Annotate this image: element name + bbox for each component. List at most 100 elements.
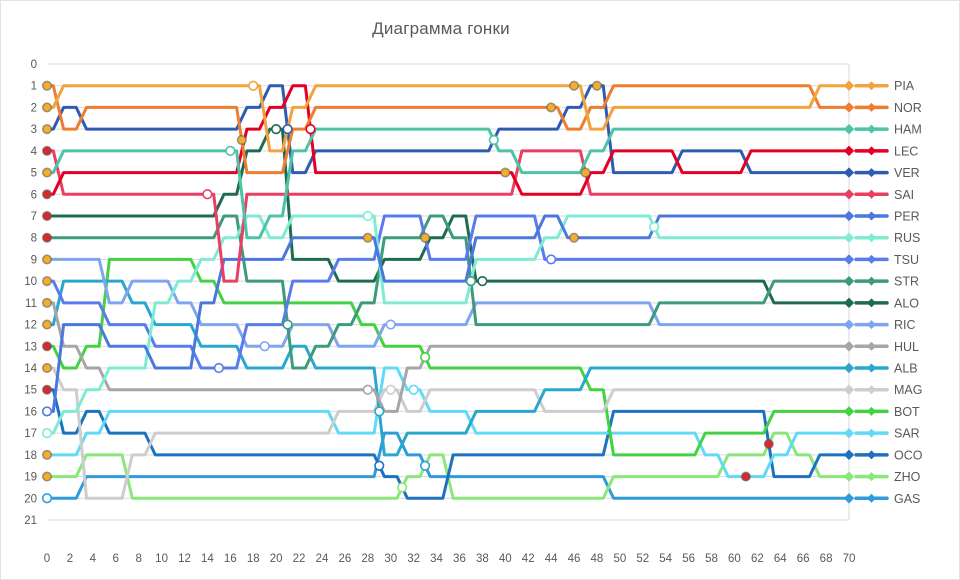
legend-item-BOT: BOT	[854, 405, 920, 419]
pit-stop-marker-GAS	[419, 460, 431, 471]
series-line-RIC	[45, 257, 851, 348]
pit-stop-marker-ALB	[374, 406, 385, 417]
legend-item-HUL: HUL	[854, 340, 919, 354]
y-axis-tick-label: 12	[24, 320, 37, 332]
legend-diamond-icon	[867, 276, 876, 286]
legend-label: PER	[894, 210, 920, 224]
legend-diamond-icon	[867, 406, 876, 416]
pit-stop-marker-LEC	[305, 124, 316, 135]
finish-diamond-NOR	[843, 102, 855, 113]
series-line-LEC	[45, 84, 851, 196]
x-axis-tick-label: 46	[568, 553, 581, 565]
legend-label: SAR	[894, 427, 920, 441]
legend-label: RUS	[894, 231, 920, 245]
series-line-GAS	[45, 431, 851, 500]
start-tyre-marker-ALB	[41, 319, 53, 330]
y-axis-tick-label: 3	[31, 124, 37, 136]
legend-item-PIA: PIA	[854, 79, 915, 93]
legend-label: MAG	[894, 383, 922, 397]
x-axis-tick-label: 24	[316, 553, 329, 565]
legend-diamond-icon	[867, 385, 876, 395]
y-axis-tick-label: 18	[24, 450, 37, 462]
start-tyre-marker-MAG	[41, 362, 53, 374]
legend-diamond-icon	[867, 298, 876, 308]
pit-stop-marker-LEC	[500, 167, 511, 178]
legend-item-SAI: SAI	[854, 188, 914, 202]
legend-label: HUL	[894, 340, 919, 354]
pit-stop-marker-SAR	[740, 471, 751, 482]
pit-stop-marker-VER	[282, 124, 293, 135]
legend-diamond-icon	[867, 124, 876, 134]
pit-stop-marker-RIC	[259, 341, 270, 352]
legend-diamond-icon	[867, 168, 876, 178]
y-axis-tick-label: 8	[31, 233, 37, 245]
legend-label: OCO	[894, 448, 923, 462]
y-axis-tick-label: 4	[31, 146, 38, 158]
finish-diamond-LEC	[843, 145, 855, 157]
y-axis-tick-label: 6	[31, 189, 37, 201]
x-axis-tick-label: 38	[476, 553, 489, 565]
pit-stop-marker-SAR	[408, 384, 419, 395]
legend-label: TSU	[894, 253, 919, 267]
finish-diamond-VER	[843, 167, 855, 178]
x-axis-tick-label: 50	[613, 553, 626, 565]
y-axis-tick-label: 19	[24, 472, 37, 484]
finish-diamond-ZHO	[843, 471, 855, 482]
y-axis-tick-label: 7	[31, 211, 37, 223]
pit-stop-marker-PER	[362, 232, 373, 243]
start-tyre-marker-SAI	[41, 145, 53, 156]
finish-diamond-MAG	[843, 384, 855, 395]
pit-stop-marker-SAI	[202, 189, 213, 200]
start-tyre-marker-PIA	[41, 102, 53, 113]
legend-item-ALO: ALO	[854, 296, 919, 310]
finish-diamond-SAR	[843, 427, 855, 439]
legend-diamond-icon	[867, 211, 876, 221]
start-tyre-marker-SAR	[41, 449, 53, 460]
finish-diamond-BOT	[843, 406, 855, 417]
x-axis-tick-label: 8	[135, 553, 141, 565]
legend-item-RIC: RIC	[854, 318, 916, 332]
y-axis-tick-label: 21	[24, 515, 37, 527]
x-axis-tick-label: 0	[44, 553, 50, 565]
legend-diamond-icon	[867, 189, 876, 199]
y-axis-tick-label: 14	[24, 363, 37, 375]
finish-diamond-HUL	[843, 341, 855, 352]
legend-label: VER	[894, 166, 920, 180]
series-line-RUS	[45, 214, 851, 435]
finish-diamond-PIA	[843, 80, 855, 91]
finish-diamond-OCO	[843, 449, 855, 461]
pit-stop-marker-MAG	[385, 384, 396, 395]
legend-label: PIA	[894, 79, 915, 93]
series-line-PER	[45, 214, 851, 413]
start-tyre-marker-GAS	[41, 493, 53, 504]
series-line-BOT	[45, 257, 851, 457]
pit-stop-marker-TSU	[213, 362, 224, 374]
series-line-HUL	[45, 301, 851, 413]
legend-label: GAS	[894, 492, 920, 506]
legend-item-GAS: GAS	[854, 492, 920, 506]
series-line-TSU	[45, 214, 851, 370]
pit-stop-marker-RUS	[362, 210, 373, 222]
legend-item-ALB: ALB	[854, 362, 918, 376]
legend-label: NOR	[894, 101, 922, 115]
series-line-HAM	[45, 127, 851, 240]
x-axis-tick-label: 14	[201, 553, 214, 565]
legend-label: SAI	[894, 188, 914, 202]
pit-stop-marker-TSU	[419, 232, 431, 243]
x-axis-tick-label: 30	[384, 553, 397, 565]
finish-diamond-RUS	[843, 232, 855, 243]
series-line-NOR	[45, 84, 851, 175]
start-tyre-marker-PER	[41, 406, 53, 417]
legend-diamond-icon	[867, 341, 876, 351]
x-axis-tick-label: 70	[843, 553, 856, 565]
start-tyre-marker-STR	[41, 232, 53, 243]
x-axis-tick-label: 56	[682, 553, 695, 565]
pit-stop-marker-SAI	[580, 167, 591, 178]
pit-stop-marker-PIA	[568, 80, 580, 91]
pit-stop-marker-BOT	[419, 352, 431, 363]
y-axis-tick-label: 15	[24, 385, 37, 397]
x-axis-tick-label: 18	[247, 553, 260, 565]
legend-diamond-icon	[867, 81, 876, 91]
y-axis-tick-label: 17	[24, 428, 37, 440]
legend-diamond-icon	[867, 320, 876, 330]
